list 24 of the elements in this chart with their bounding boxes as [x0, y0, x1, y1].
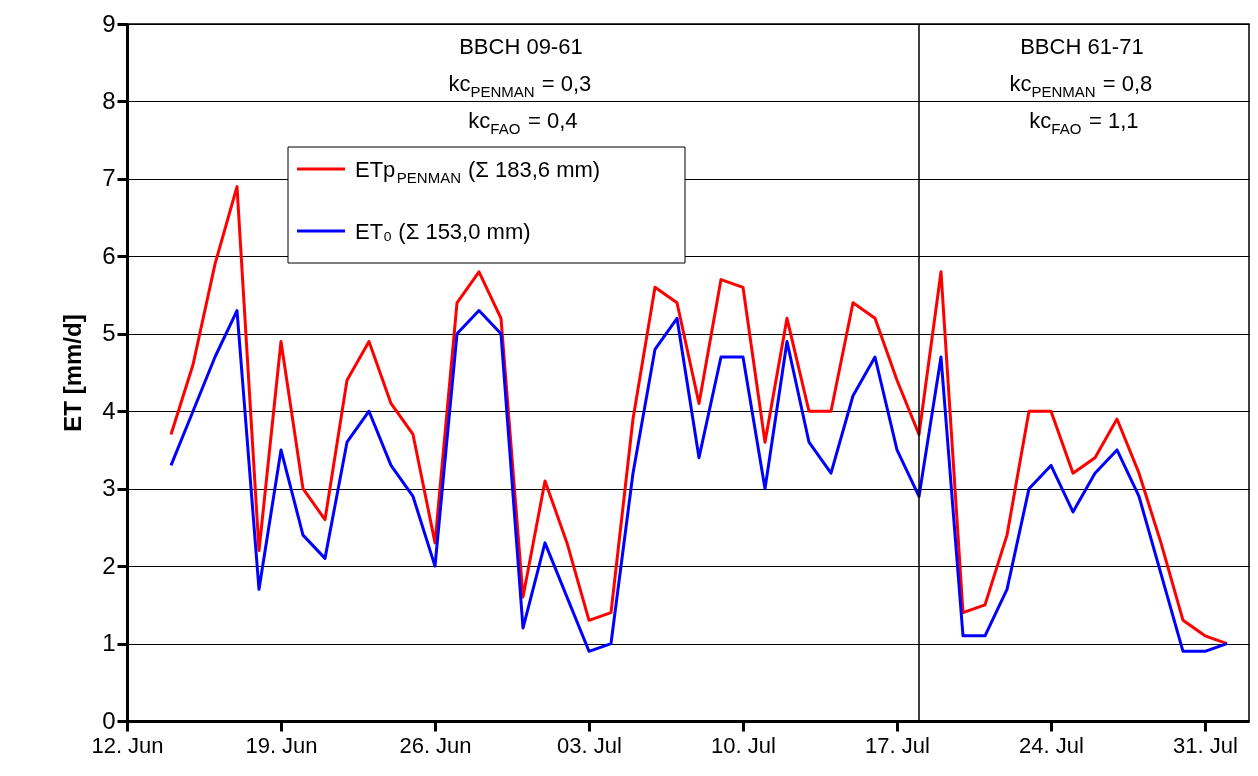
y-tick-label: 6	[102, 241, 116, 269]
y-tick-label: 3	[102, 474, 116, 502]
line-series	[169, 309, 1229, 653]
legend-label: ET₀ (Σ 153,0 mm)	[355, 219, 531, 244]
x-tick-label: 24. Jul	[1019, 732, 1084, 758]
line-series	[169, 185, 1229, 646]
y-tick-label: 0	[102, 706, 116, 734]
y-tick-label: 9	[102, 9, 116, 37]
y-tick-label: 5	[102, 319, 116, 347]
x-tick-label: 03. Jul	[557, 732, 622, 758]
y-tick-label: 2	[102, 551, 116, 579]
y-tick-label: 4	[102, 396, 116, 424]
x-tick-label: 10. Jul	[711, 732, 776, 758]
y-axis-title: ET [mm/d]	[59, 314, 87, 432]
annotation: BBCH 61-71	[1020, 34, 1144, 59]
x-tick-label: 19. Jun	[245, 732, 318, 758]
x-tick-label: 26. Jun	[399, 732, 472, 758]
y-tick-label: 8	[102, 86, 116, 114]
x-tick-label: 31. Jul	[1173, 732, 1238, 758]
x-tick-label: 12. Jun	[91, 732, 164, 758]
annotation: BBCH 09-61	[459, 34, 583, 59]
x-tick-label: 17. Jul	[865, 732, 930, 758]
y-tick-label: 7	[102, 164, 116, 192]
y-tick-label: 1	[102, 629, 116, 657]
